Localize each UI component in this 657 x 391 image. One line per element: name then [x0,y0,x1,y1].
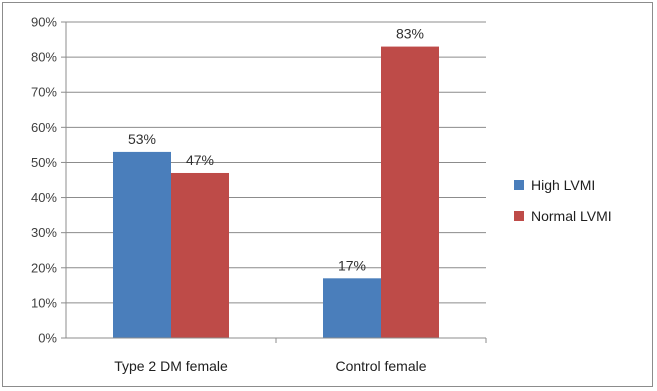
y-tick-label: 80% [31,50,57,65]
legend-label: High LVMI [531,177,595,193]
y-tick-label: 90% [31,15,57,30]
y-tick-label: 70% [31,85,57,100]
y-axis-ticks: 0% 10% 20% 30% 40% 50% 60% 70% 80% 90% [31,15,57,346]
y-tick-label: 10% [31,295,57,310]
data-label: 53% [128,131,156,147]
y-tick-label: 50% [31,155,57,170]
x-category-label: Control female [335,358,426,374]
bar [381,46,439,338]
y-tick-label: 30% [31,225,57,240]
data-label: 17% [338,257,366,273]
data-label: 47% [186,152,214,168]
legend-label: Normal LVMI [531,208,612,224]
bar [171,172,229,338]
y-tick-label: 0% [38,331,57,346]
data-label: 83% [396,26,424,42]
x-category-label: Type 2 DM female [114,358,228,374]
y-tick-label: 40% [31,190,57,205]
bar [113,151,171,338]
y-tick-label: 20% [31,260,57,275]
legend-swatch [514,211,524,221]
x-axis-categories: Type 2 DM female Control female [114,338,487,374]
bar [323,278,381,338]
data-labels: 53% 47% 17% 83% [128,26,424,274]
bars [113,46,439,338]
legend-swatch [514,180,524,190]
y-tick-label: 60% [31,120,57,135]
legend: High LVMI Normal LVMI [514,177,612,224]
